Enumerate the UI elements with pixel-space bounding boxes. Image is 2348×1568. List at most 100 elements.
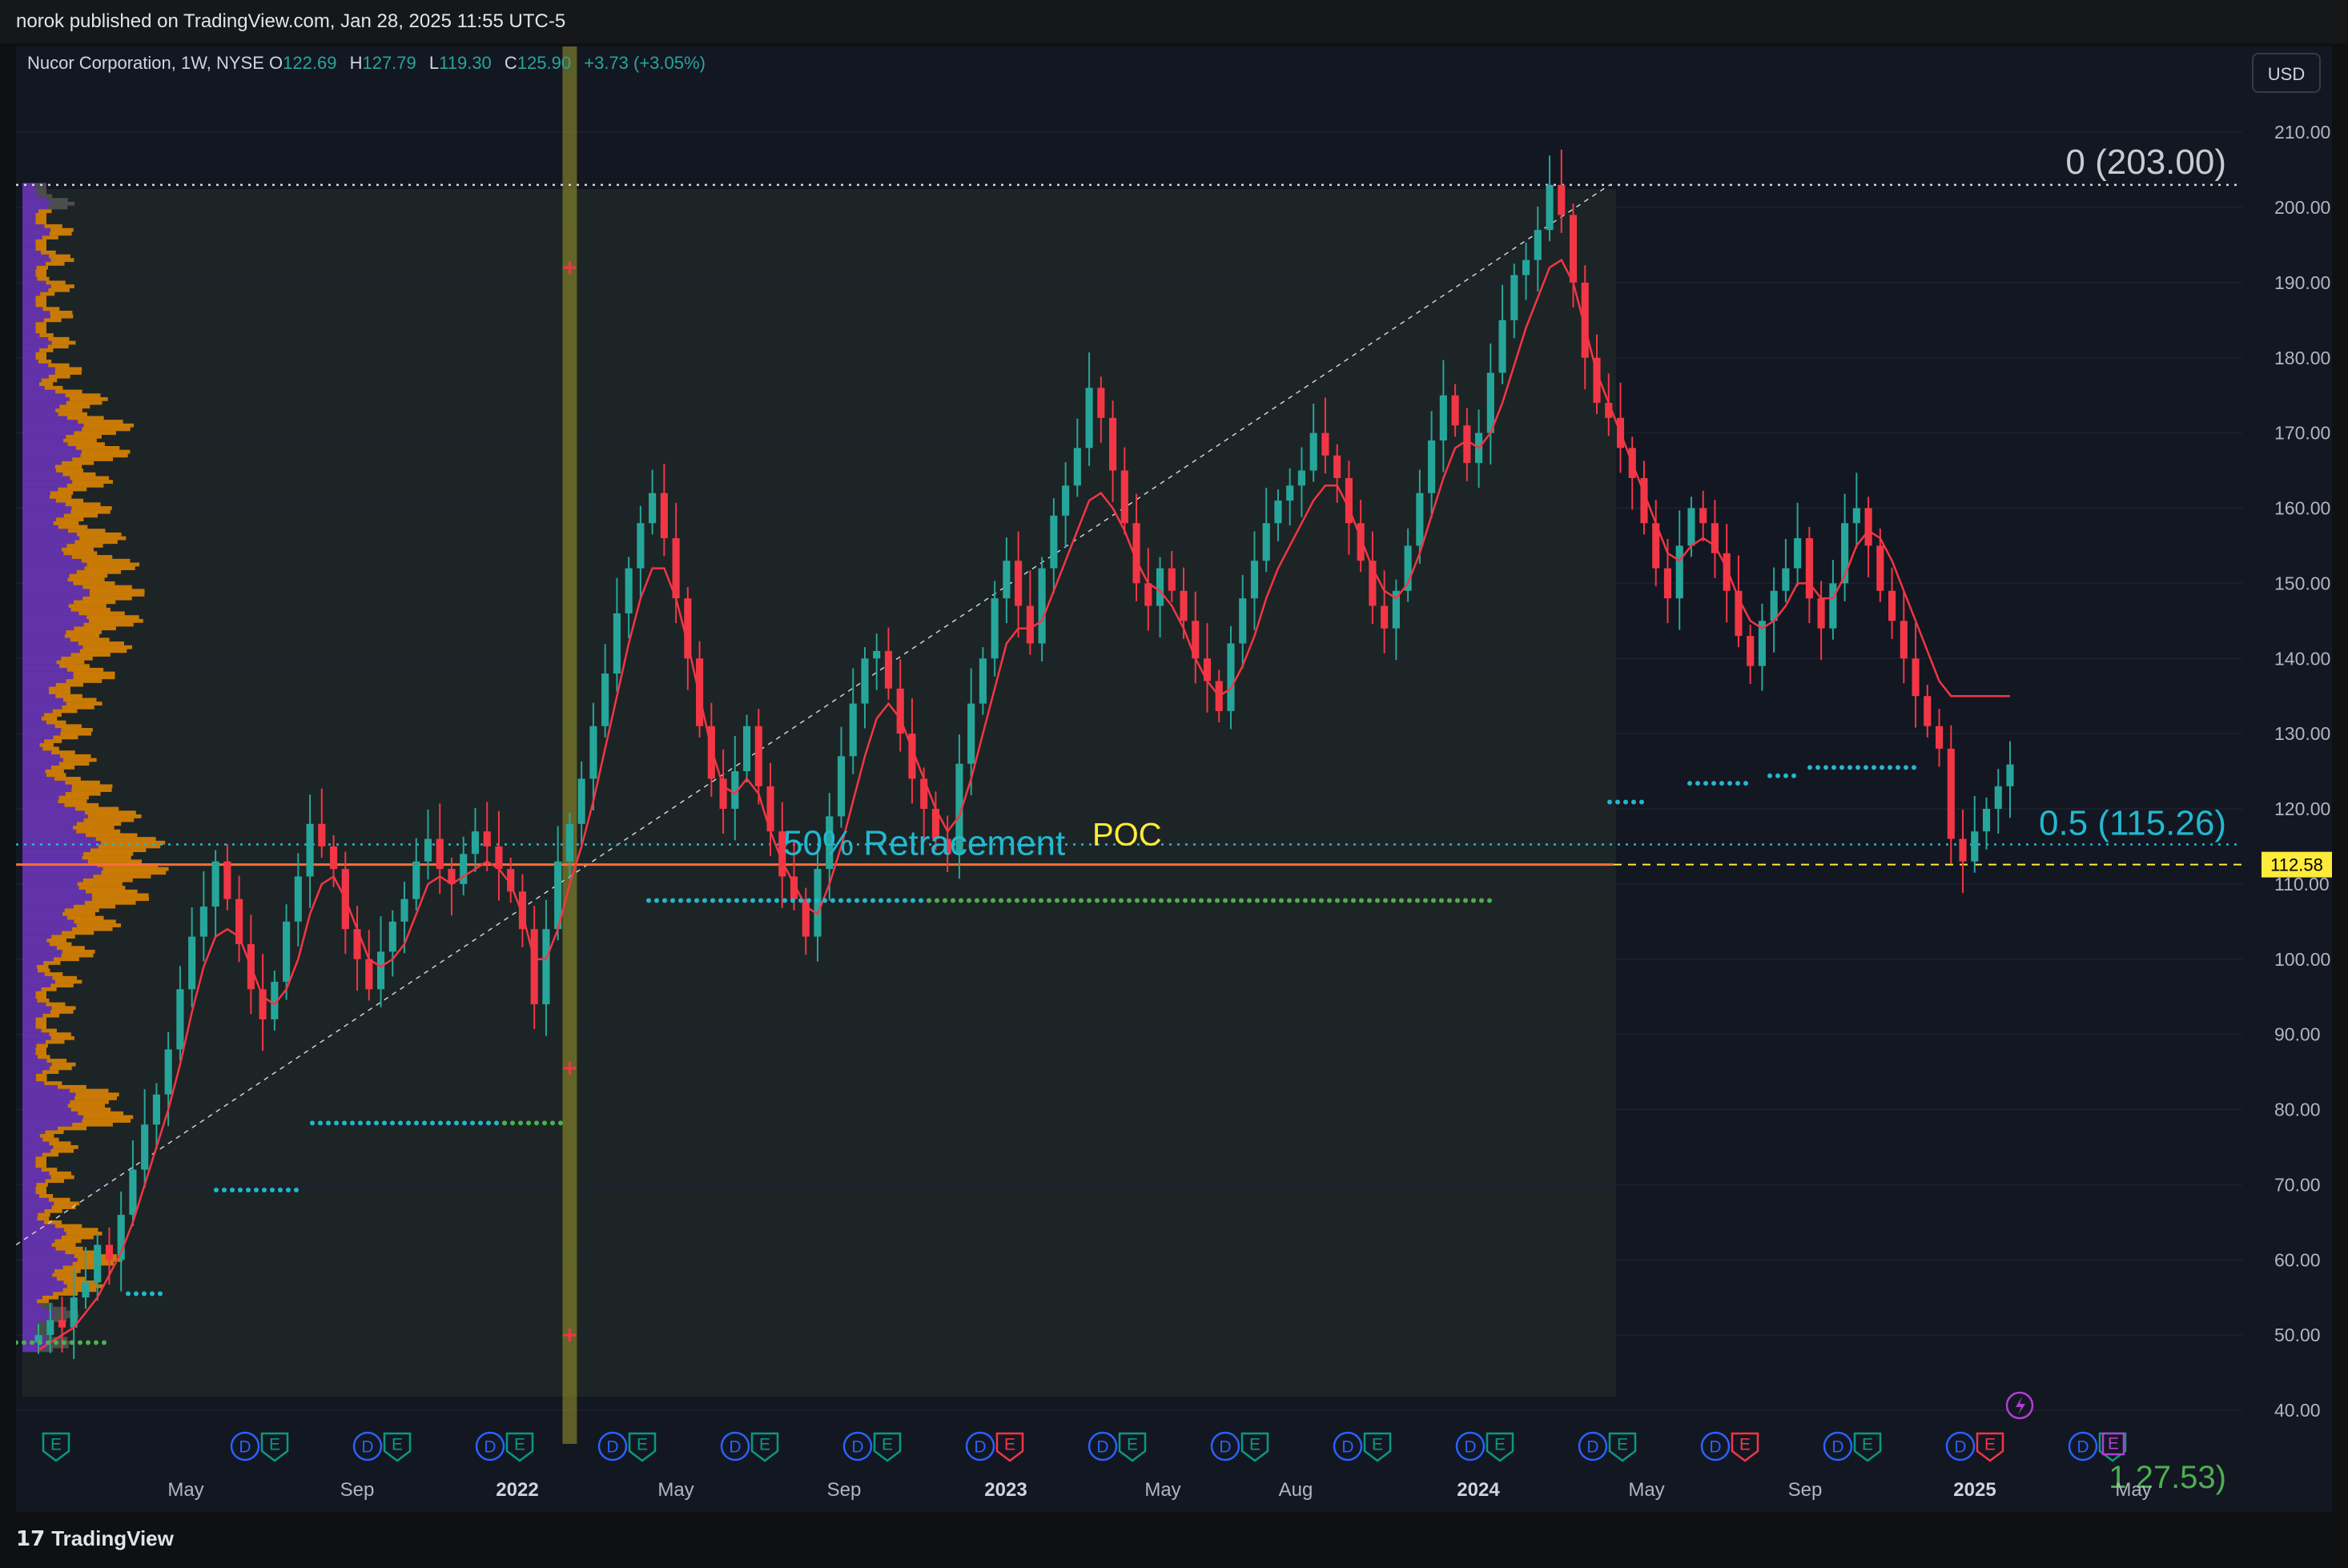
dividend-letter: D	[729, 1438, 741, 1457]
currency-button[interactable]: USD	[2252, 53, 2321, 93]
dividend-event-icon[interactable]: D	[1455, 1431, 1486, 1461]
earnings-marker[interactable]	[873, 1432, 902, 1462]
earnings-marker[interactable]	[260, 1432, 289, 1462]
dividend-event-icon[interactable]: D	[1210, 1431, 1240, 1461]
earnings-marker[interactable]	[42, 1432, 70, 1462]
earnings-marker[interactable]	[1240, 1432, 1269, 1462]
level-dot	[78, 1340, 82, 1345]
earnings-event-icon[interactable]: E	[995, 1432, 1024, 1462]
dividend-event-icon[interactable]: D	[842, 1431, 873, 1461]
candle-body	[672, 538, 680, 599]
dividend-marker[interactable]	[842, 1431, 873, 1461]
dividend-event-icon[interactable]: D	[1333, 1431, 1363, 1461]
profile-bar-inner	[22, 566, 85, 570]
level-dot	[935, 898, 939, 903]
earnings-event-icon[interactable]: E	[42, 1432, 70, 1462]
earnings-event-icon[interactable]: E	[628, 1432, 657, 1462]
dividend-marker[interactable]	[1823, 1431, 1853, 1461]
earnings-event-icon[interactable]: E	[1976, 1432, 2004, 1462]
profile-bar-outer	[35, 1160, 46, 1164]
event-markers[interactable]: EDEDEDEDEDEDEDEDEDEDEDEDEDEDEDEDEE	[42, 1391, 2127, 1462]
candle-body	[376, 951, 385, 990]
earnings-event-icon[interactable]: E	[750, 1432, 779, 1462]
level-dot	[462, 1120, 467, 1126]
profile-bar-outer	[69, 573, 108, 578]
profile-bar-inner	[22, 367, 55, 372]
price-axis[interactable]: 40.0050.0060.0070.0080.0090.00100.00110.…	[2262, 122, 2332, 1421]
earnings-event-icon[interactable]: E	[1118, 1432, 1147, 1462]
earnings-marker[interactable]	[750, 1432, 779, 1462]
dividend-event-icon[interactable]: D	[2068, 1431, 2098, 1461]
earnings-event-icon[interactable]: E	[1240, 1432, 1269, 1462]
earnings-event-icon[interactable]: E	[1853, 1432, 1882, 1462]
future-earnings-icon[interactable]: E	[2101, 1432, 2125, 1456]
level-dot	[750, 898, 755, 903]
dividend-event-icon[interactable]: D	[1700, 1431, 1731, 1461]
earnings-event-icon[interactable]: E	[505, 1432, 534, 1462]
earnings-marker[interactable]	[1976, 1432, 2004, 1462]
dividend-marker[interactable]	[1578, 1431, 1608, 1461]
dividend-event-icon[interactable]: D	[1088, 1431, 1118, 1461]
chart-pane[interactable]: 0 (203.00) 0.5 (115.26) 50% Retracement POC…	[16, 46, 2332, 1512]
time-axis[interactable]: May Sep 2022 May Sep 2023 May Aug 2024 May Sep 2025…	[167, 1479, 2151, 1501]
dividend-marker[interactable]	[1088, 1431, 1118, 1461]
earnings-marker[interactable]	[1731, 1432, 1759, 1462]
profile-bar-inner	[22, 866, 103, 871]
earnings-marker[interactable]	[1853, 1432, 1882, 1462]
dividend-event-icon[interactable]: D	[1945, 1431, 1976, 1461]
dividend-marker[interactable]	[720, 1431, 750, 1461]
earnings-marker[interactable]	[383, 1432, 412, 1462]
level-dot	[854, 898, 859, 903]
earnings-event-icon[interactable]: E	[1608, 1432, 1637, 1462]
earnings-marker[interactable]	[1363, 1432, 1392, 1462]
profile-bar-inner	[22, 923, 77, 927]
dividend-event-icon[interactable]: D	[965, 1431, 995, 1461]
dividend-marker[interactable]	[1210, 1431, 1240, 1461]
earnings-event-icon[interactable]: E	[1731, 1432, 1759, 1462]
dividend-marker[interactable]	[1945, 1431, 1976, 1461]
last-price-tag[interactable]	[2262, 851, 2332, 878]
profile-bar-outer	[70, 476, 110, 480]
dividend-event-icon[interactable]: D	[720, 1431, 750, 1461]
earnings-event-icon[interactable]: E	[1363, 1432, 1392, 1462]
dividend-marker[interactable]	[597, 1431, 628, 1461]
profile-bar-inner	[22, 604, 69, 608]
dividend-marker[interactable]	[1700, 1431, 1731, 1461]
dividend-event-icon[interactable]: D	[1578, 1431, 1608, 1461]
future-earnings-marker[interactable]	[2101, 1432, 2125, 1456]
dividend-marker[interactable]	[1455, 1431, 1486, 1461]
profile-bar-inner	[22, 423, 84, 428]
profile-bar-inner	[22, 593, 90, 597]
earnings-marker[interactable]	[628, 1432, 657, 1462]
dividend-marker[interactable]	[475, 1431, 505, 1461]
earnings-event-icon[interactable]: E	[383, 1432, 412, 1462]
dividend-event-icon[interactable]: D	[475, 1431, 505, 1461]
profile-bar-outer	[39, 1133, 54, 1138]
price-tick: 170.00	[2274, 423, 2330, 444]
lightning-icon[interactable]	[2005, 1391, 2034, 1420]
dividend-event-icon[interactable]: D	[597, 1431, 628, 1461]
earnings-marker[interactable]	[1486, 1432, 1514, 1462]
dividend-event-icon[interactable]: D	[230, 1431, 260, 1461]
dividend-marker[interactable]	[230, 1431, 260, 1461]
earnings-marker[interactable]	[1118, 1432, 1147, 1462]
earnings-event-icon[interactable]: E	[1486, 1432, 1514, 1462]
earnings-marker[interactable]	[995, 1432, 1024, 1462]
dividend-marker[interactable]	[2068, 1431, 2098, 1461]
profile-bar-outer	[75, 446, 120, 450]
dividend-event-icon[interactable]: D	[1823, 1431, 1853, 1461]
earnings-marker[interactable]	[1608, 1432, 1637, 1462]
dividend-marker[interactable]	[965, 1431, 995, 1461]
profile-bar-outer	[59, 404, 90, 409]
profile-bar-inner	[22, 983, 51, 988]
dividend-marker[interactable]	[1333, 1431, 1363, 1461]
price-chart[interactable]: 0 (203.00) 0.5 (115.26) 50% Retracement POC…	[16, 46, 2332, 1512]
earnings-marker[interactable]	[505, 1432, 534, 1462]
dividend-event-icon[interactable]: D	[352, 1431, 383, 1461]
dividend-marker[interactable]	[352, 1431, 383, 1461]
tradingview-brand[interactable]: 17 TradingView	[16, 1526, 174, 1551]
earnings-event-icon[interactable]: E	[873, 1432, 902, 1462]
profile-bar-inner	[22, 731, 61, 736]
earnings-event-icon[interactable]: E	[260, 1432, 289, 1462]
profile-bar-outer	[87, 859, 143, 864]
